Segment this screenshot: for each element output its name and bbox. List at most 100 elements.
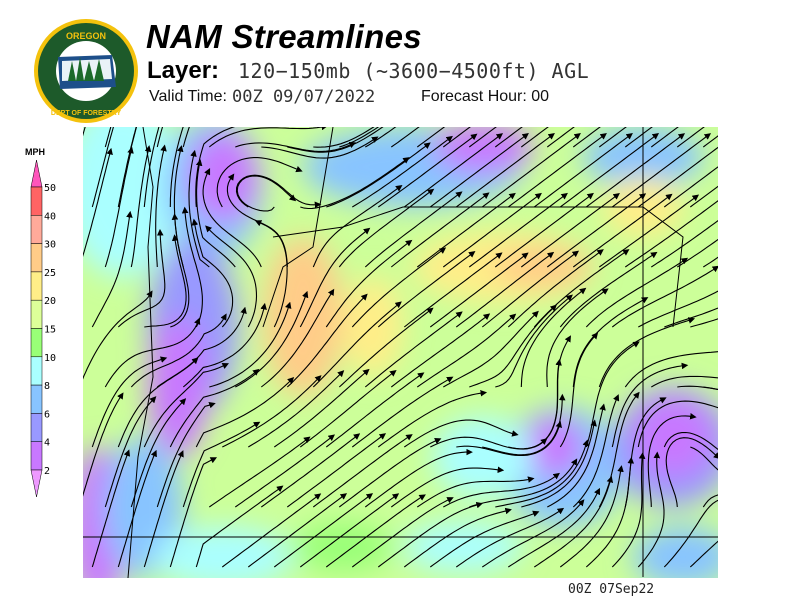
streamline xyxy=(663,431,718,451)
streamline xyxy=(91,127,114,208)
streamline xyxy=(91,356,168,448)
streamline xyxy=(624,127,653,148)
streamline xyxy=(572,193,673,268)
layer-label: Layer: xyxy=(147,57,220,84)
streamline xyxy=(507,249,604,328)
streamline xyxy=(534,335,571,448)
streamline xyxy=(144,234,187,328)
streamline xyxy=(235,290,309,388)
streamline xyxy=(222,375,322,448)
streamline xyxy=(83,127,86,137)
streamline xyxy=(117,228,166,328)
streamline xyxy=(469,304,557,388)
streamline xyxy=(312,184,403,268)
legend-tick-label: 25 xyxy=(44,268,56,279)
streamline xyxy=(455,251,555,328)
streamline xyxy=(403,419,519,448)
streamline xyxy=(208,436,311,508)
legend-swatch xyxy=(30,186,43,216)
streamline xyxy=(286,293,368,388)
streamline xyxy=(585,133,686,208)
streamline xyxy=(468,192,568,268)
streamline xyxy=(326,142,431,208)
streamline xyxy=(273,368,370,448)
streamline xyxy=(351,497,454,568)
streamline xyxy=(494,192,594,268)
streamline xyxy=(117,449,157,568)
streamline xyxy=(208,127,329,148)
streamline xyxy=(559,465,624,568)
streamline xyxy=(546,127,575,148)
streamline xyxy=(181,206,203,328)
streamline xyxy=(364,191,463,268)
streamline xyxy=(546,288,609,388)
streamline xyxy=(205,225,258,328)
streamline xyxy=(469,458,578,508)
page-title: NAM Streamlines xyxy=(146,18,422,55)
streamline xyxy=(352,135,453,208)
streamline xyxy=(104,127,112,148)
streamline xyxy=(559,332,599,448)
streamline xyxy=(221,493,322,568)
oregon-department-of-forestry-logo: OREGON DEPT OF FORESTRY xyxy=(34,19,138,123)
streamline xyxy=(611,265,718,328)
streamline xyxy=(598,317,696,388)
streamline xyxy=(429,133,529,208)
streamline xyxy=(651,375,718,388)
streamline xyxy=(481,133,581,208)
streamline xyxy=(664,307,718,328)
streamline xyxy=(508,487,600,568)
streamline xyxy=(677,238,718,268)
streamline xyxy=(702,135,718,148)
streamline xyxy=(638,290,718,328)
streamline xyxy=(188,149,210,268)
streamline xyxy=(416,127,446,148)
streamline-map xyxy=(83,127,718,578)
streamline xyxy=(377,133,478,208)
streamline xyxy=(403,133,504,208)
streamline xyxy=(248,370,345,448)
streamline xyxy=(173,145,184,268)
streamline xyxy=(559,133,660,208)
streamline xyxy=(130,313,227,388)
streamline xyxy=(182,302,267,388)
streamline xyxy=(637,400,718,448)
streamline xyxy=(236,175,297,212)
streamline xyxy=(312,301,402,388)
legend-swatch xyxy=(30,384,43,414)
streamline xyxy=(442,192,542,268)
streamline xyxy=(182,127,190,148)
legend-tick-label: 15 xyxy=(44,325,56,336)
valid-time-value: 00Z 09/07/2022 xyxy=(232,87,376,107)
streamline xyxy=(195,376,295,448)
streamline xyxy=(559,251,658,328)
streamline xyxy=(261,136,379,159)
streamline xyxy=(364,448,473,508)
streamline xyxy=(650,127,679,148)
legend-tick-label: 6 xyxy=(44,409,50,420)
legend-swatch xyxy=(30,328,43,358)
streamline xyxy=(313,127,375,148)
streamline xyxy=(663,499,718,568)
streamline xyxy=(143,363,229,448)
legend-tick-label: 8 xyxy=(44,381,50,392)
streamline xyxy=(443,310,539,388)
legend-bottom-arrow xyxy=(30,469,43,498)
streamline xyxy=(325,372,425,448)
streamline xyxy=(611,452,646,568)
valid-time-label: Valid Time: xyxy=(149,88,227,105)
streamline xyxy=(647,413,697,508)
streamline xyxy=(598,127,627,148)
streamline xyxy=(547,403,606,508)
streamline xyxy=(611,362,689,448)
streamline xyxy=(624,397,667,508)
wind-speed-legend: MPH 50 40 30 25 20 15 10 8 6 4 2 xyxy=(25,147,56,498)
streamline xyxy=(572,297,649,388)
streamline xyxy=(351,376,454,448)
streamline xyxy=(403,507,512,568)
streamline xyxy=(702,494,718,508)
streamline xyxy=(273,493,374,568)
streamline xyxy=(507,133,607,208)
streamline xyxy=(300,157,410,210)
streamline xyxy=(390,127,420,148)
